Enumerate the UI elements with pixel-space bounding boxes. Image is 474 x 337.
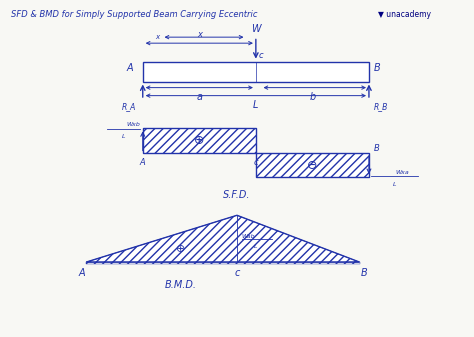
Text: B: B [374,144,379,153]
Text: B: B [374,63,381,73]
Text: R_B: R_B [374,102,388,111]
Text: Wxb: Wxb [127,122,140,127]
Bar [143,62,369,82]
Text: L: L [254,244,257,249]
Text: R_A: R_A [121,102,136,111]
Polygon shape [143,128,256,153]
Text: ⊕: ⊕ [194,134,205,147]
Text: b: b [309,92,316,102]
Text: ⊕: ⊕ [176,244,185,254]
Polygon shape [86,215,359,262]
Text: B.M.D.: B.M.D. [164,280,196,290]
Text: ▼ unacademy: ▼ unacademy [378,10,431,19]
Text: a: a [196,92,202,102]
Text: c: c [258,51,263,60]
Text: SFD & BMD for Simply Supported Beam Carrying Eccentric: SFD & BMD for Simply Supported Beam Carr… [11,10,257,19]
Text: L: L [122,134,126,140]
Text: c: c [254,158,258,167]
Text: W: W [251,24,261,34]
Text: Wab: Wab [242,234,255,239]
Polygon shape [256,153,369,177]
Text: A: A [140,158,146,167]
Text: L: L [253,100,258,110]
Text: Wxa: Wxa [395,170,409,175]
Text: x: x [155,34,159,40]
Text: ⊖: ⊖ [307,159,318,172]
Text: L: L [393,182,397,187]
Text: x: x [197,30,202,39]
Text: S.F.D.: S.F.D. [223,190,251,200]
Text: A: A [78,268,85,278]
Text: c: c [234,268,240,278]
Text: B: B [361,268,368,278]
Text: A: A [127,63,133,73]
